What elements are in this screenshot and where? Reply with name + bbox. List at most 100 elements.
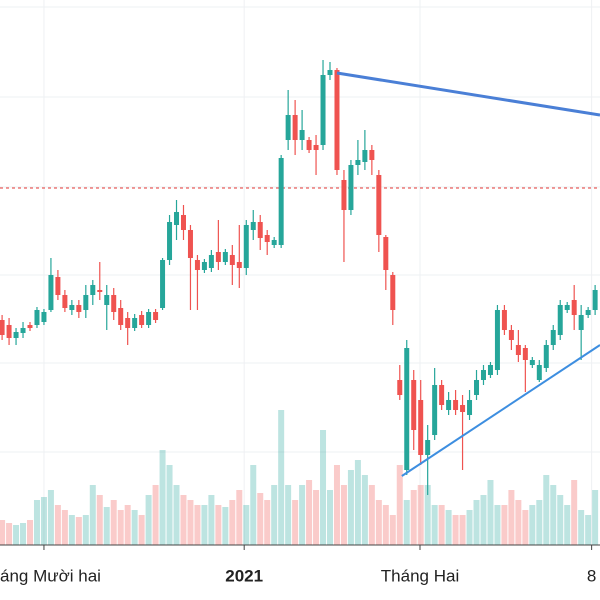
- candle-body: [585, 310, 591, 315]
- volume-bar: [0, 520, 6, 545]
- volume-bar: [40, 497, 47, 545]
- candle-body: [201, 262, 207, 270]
- candle-body: [306, 140, 312, 150]
- volume-bar: [347, 470, 354, 545]
- volume-bar: [459, 515, 466, 545]
- candle-body: [250, 222, 256, 230]
- volume-bar: [250, 465, 257, 545]
- volume-bar: [585, 515, 592, 545]
- candle-body: [404, 348, 410, 470]
- candle-body: [83, 295, 89, 310]
- candle-body: [222, 252, 228, 262]
- volume-bar: [487, 480, 494, 545]
- candle-body: [41, 312, 47, 322]
- candle-body: [362, 150, 368, 162]
- x-tick-label: áng Mười hai: [0, 566, 101, 585]
- volume-bar: [403, 500, 410, 545]
- volume-bar: [89, 485, 96, 545]
- volume-bar: [550, 485, 557, 545]
- candle-body: [327, 70, 333, 75]
- volume-bar: [208, 495, 215, 545]
- candle-body: [243, 225, 249, 268]
- volume-bar: [578, 510, 585, 545]
- volume-bar: [417, 485, 424, 545]
- volume-bar: [159, 450, 166, 545]
- candle-body: [550, 330, 556, 345]
- candle-body: [48, 275, 54, 310]
- volume-bar: [124, 505, 131, 545]
- candle-body: [153, 312, 159, 320]
- candle-body: [501, 310, 507, 330]
- volume-bar: [229, 500, 236, 545]
- volume-bar: [529, 505, 536, 545]
- volume-bar: [117, 510, 124, 545]
- volume-bar: [68, 515, 75, 545]
- volume-bar: [452, 515, 459, 545]
- volume-bar: [327, 490, 333, 545]
- candle-body: [208, 255, 214, 268]
- volume-bar: [27, 520, 33, 545]
- volume-bar: [13, 525, 20, 545]
- candle-body: [76, 305, 82, 312]
- candle-body: [285, 115, 291, 140]
- volume-bar: [340, 485, 347, 545]
- candle-body: [299, 130, 305, 140]
- volume-bar: [20, 523, 27, 545]
- candle-body: [355, 160, 361, 165]
- volume-bar: [138, 515, 145, 545]
- candle-body: [257, 222, 263, 238]
- candle-body: [104, 295, 110, 305]
- candle-body: [390, 275, 396, 310]
- candle-body: [118, 308, 124, 325]
- volume-bar: [592, 490, 599, 545]
- volume-bar: [47, 490, 54, 545]
- volume-bar: [54, 505, 61, 545]
- volume-bar: [187, 500, 194, 545]
- volume-bar: [543, 475, 550, 545]
- candle-body: [6, 325, 12, 338]
- candle-body: [487, 365, 493, 375]
- volume-bar: [6, 523, 13, 545]
- volume-bar: [438, 505, 445, 545]
- volume-bar: [480, 495, 487, 545]
- candle-body: [411, 380, 417, 430]
- candle-body: [0, 320, 5, 335]
- volume-bar: [410, 490, 417, 545]
- x-tick-label: 8: [587, 566, 596, 585]
- candle-body: [494, 310, 500, 370]
- candle-body: [480, 370, 486, 380]
- volume-bar: [557, 495, 564, 545]
- candle-body: [167, 222, 173, 260]
- candle-body: [187, 230, 193, 258]
- candle-body: [34, 310, 40, 325]
- volume-bar: [306, 480, 313, 545]
- volume-bar: [333, 465, 340, 545]
- candle-body: [348, 165, 354, 210]
- candle-body: [341, 180, 347, 210]
- trend-line: [336, 71, 600, 117]
- volume-bar: [61, 510, 68, 545]
- candle-body: [146, 312, 152, 325]
- volume-bar: [278, 410, 285, 545]
- volume-bar: [236, 490, 243, 545]
- x-tick-label: 2021: [225, 566, 263, 585]
- candle-body: [334, 70, 340, 170]
- volume-bar: [494, 505, 501, 545]
- candle-body: [194, 260, 200, 270]
- volume-bar: [103, 507, 110, 545]
- candle-body: [397, 380, 403, 395]
- volume-bar: [152, 485, 159, 545]
- candle-body: [292, 115, 298, 140]
- volume-bar: [166, 465, 173, 545]
- candle-body: [174, 212, 180, 225]
- volume-bar: [271, 485, 278, 545]
- volume-bar: [396, 465, 403, 545]
- trend-line: [401, 344, 600, 477]
- volume-bar: [501, 505, 508, 545]
- volume-bar: [75, 517, 82, 545]
- volume-bar: [424, 485, 431, 545]
- volume-bar: [243, 505, 250, 545]
- x-tick-label: Tháng Hai: [381, 566, 459, 585]
- candle-body: [369, 150, 375, 160]
